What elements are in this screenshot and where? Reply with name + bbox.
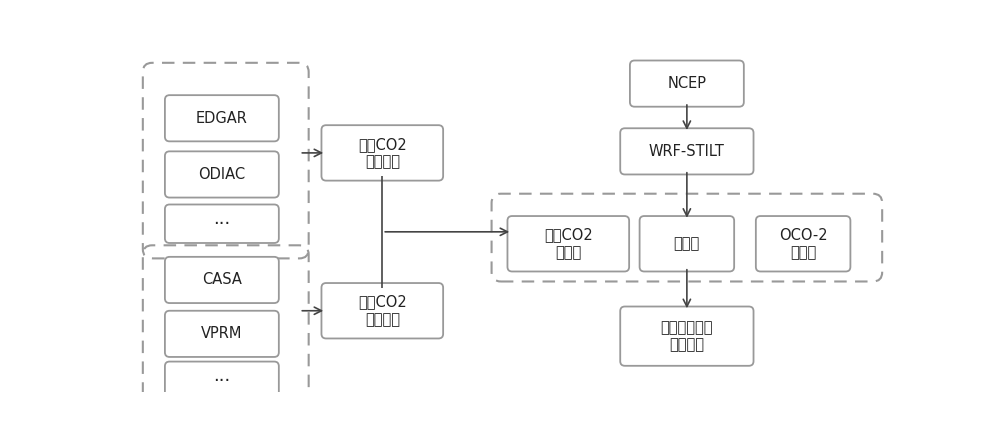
- Text: 先验CO2
人为通量: 先验CO2 人为通量: [358, 137, 407, 169]
- Text: VPRM: VPRM: [201, 326, 243, 341]
- Text: 先验CO2
总通量: 先验CO2 总通量: [544, 227, 593, 260]
- FancyBboxPatch shape: [165, 95, 279, 141]
- Text: 求出合理的背
景场浓度: 求出合理的背 景场浓度: [661, 320, 713, 352]
- FancyBboxPatch shape: [165, 257, 279, 303]
- FancyBboxPatch shape: [321, 125, 443, 180]
- Text: NCEP: NCEP: [667, 76, 706, 91]
- Text: WRF-STILT: WRF-STILT: [649, 144, 725, 159]
- FancyBboxPatch shape: [620, 307, 754, 366]
- Text: CASA: CASA: [202, 272, 242, 287]
- Text: 先验CO2
生物通量: 先验CO2 生物通量: [358, 294, 407, 327]
- FancyBboxPatch shape: [620, 128, 754, 174]
- FancyBboxPatch shape: [507, 216, 629, 271]
- FancyBboxPatch shape: [165, 205, 279, 243]
- Text: 足迹场: 足迹场: [674, 236, 700, 251]
- Text: ODIAC: ODIAC: [198, 167, 245, 182]
- Text: EDGAR: EDGAR: [196, 111, 248, 126]
- FancyBboxPatch shape: [630, 61, 744, 107]
- Text: ···: ···: [213, 372, 230, 390]
- FancyBboxPatch shape: [165, 362, 279, 400]
- FancyBboxPatch shape: [165, 151, 279, 198]
- FancyBboxPatch shape: [165, 311, 279, 357]
- FancyBboxPatch shape: [640, 216, 734, 271]
- FancyBboxPatch shape: [321, 283, 443, 338]
- Text: OCO-2
观测值: OCO-2 观测值: [779, 227, 827, 260]
- FancyBboxPatch shape: [756, 216, 850, 271]
- Text: ···: ···: [213, 215, 230, 233]
